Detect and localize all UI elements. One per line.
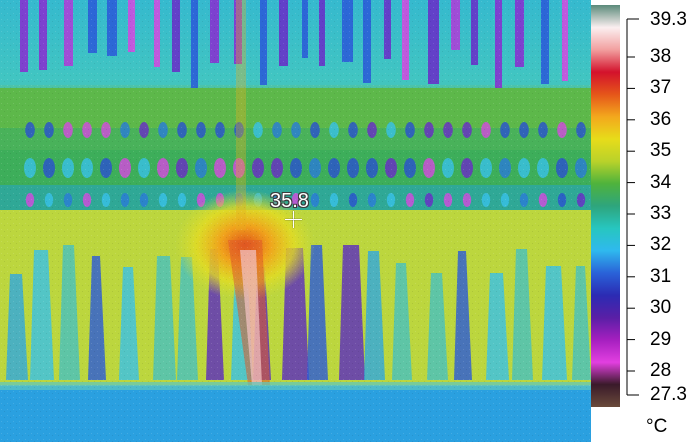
scale-max-label: 39.3 bbox=[650, 9, 687, 30]
thermal-image: 35.8 bbox=[0, 0, 591, 442]
scale-tick-label: 36 bbox=[650, 108, 672, 130]
thermal-scene bbox=[0, 0, 591, 442]
scale-tick-label: 29 bbox=[650, 328, 672, 350]
scale-tick-label: 32 bbox=[650, 234, 672, 256]
scale-tick-label: 38 bbox=[650, 46, 672, 67]
scale-tick-label: 31 bbox=[650, 265, 672, 287]
color-scale-bar bbox=[591, 5, 620, 407]
temperature-scale bbox=[591, 5, 639, 407]
spot-crosshair-icon bbox=[285, 211, 302, 228]
scale-ticks bbox=[626, 18, 639, 396]
scale-unit-label: °C bbox=[646, 416, 668, 437]
scale-tick-label: 37 bbox=[650, 77, 672, 99]
scale-tick-label: 30 bbox=[650, 297, 672, 319]
scale-tick-label: 34 bbox=[650, 171, 672, 193]
scale-min-label: 27.3 bbox=[650, 384, 687, 405]
scale-tick-label: 28 bbox=[650, 360, 672, 381]
scale-tick-label: 35 bbox=[650, 140, 672, 162]
scale-tick-label: 33 bbox=[650, 203, 672, 224]
spot-temperature-readout: 35.8 bbox=[270, 190, 309, 212]
